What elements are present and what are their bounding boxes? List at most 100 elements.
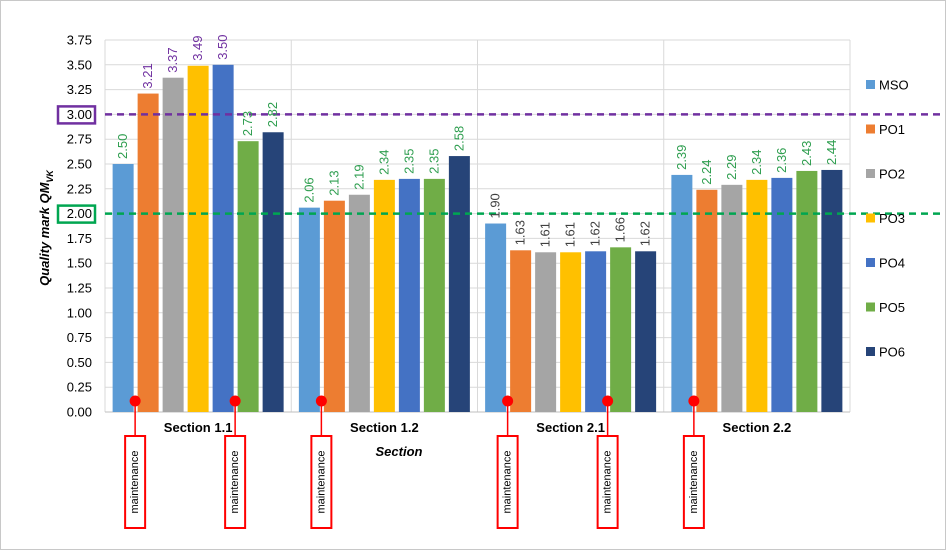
legend-swatch	[866, 124, 875, 134]
data-label: 1.66	[613, 217, 628, 242]
reference-label: 3.00	[67, 107, 92, 122]
legend-swatch	[866, 347, 875, 356]
legend-swatch	[866, 169, 875, 178]
data-label: 2.35	[426, 149, 441, 174]
bar	[137, 93, 159, 413]
data-label: 2.82	[265, 102, 280, 127]
bar	[510, 250, 532, 412]
bar	[610, 247, 632, 412]
data-label: 3.37	[165, 47, 180, 72]
data-label: 1.62	[588, 221, 603, 246]
legend-item: MSO	[866, 78, 909, 93]
data-label: 1.61	[563, 222, 578, 247]
bar	[771, 177, 793, 412]
y-tick-label: 1.50	[67, 256, 92, 271]
y-tick-label: 3.50	[67, 57, 92, 72]
maintenance-text: maintenance	[229, 451, 241, 514]
maintenance-annotation: maintenance	[596, 395, 619, 529]
category-label: Section 1.1	[164, 420, 233, 435]
data-label: 2.34	[376, 150, 391, 175]
bar	[560, 252, 582, 412]
maintenance-annotation: maintenance	[124, 395, 147, 529]
maintenance-text: maintenance	[315, 451, 327, 514]
maintenance-marker	[688, 395, 700, 407]
data-label: 2.36	[774, 148, 789, 173]
data-label: 2.35	[401, 149, 416, 174]
maintenance-box	[124, 435, 147, 529]
bar	[398, 178, 420, 412]
legend-swatch	[866, 80, 875, 89]
category-label: Section 2.1	[536, 420, 605, 435]
y-tick-label: 3.75	[67, 33, 92, 48]
maintenance-annotation: maintenance	[224, 395, 247, 529]
maintenance-box	[496, 435, 519, 529]
maintenance-box	[310, 435, 333, 529]
maintenance-marker	[229, 395, 241, 407]
legend-label: PO5	[879, 300, 905, 315]
legend-item: PO3	[866, 211, 905, 226]
legend-label: PO2	[879, 167, 905, 182]
y-tick-label: 2.75	[67, 132, 92, 147]
legend-label: PO3	[879, 211, 905, 226]
legend-item: PO5	[866, 300, 905, 315]
legend-label: PO4	[879, 256, 905, 271]
bar	[162, 77, 184, 413]
annotations: maintenance maintenance maintenance mainten…	[124, 395, 705, 529]
data-label: 1.63	[513, 220, 528, 245]
maintenance-annotation: maintenance	[496, 395, 519, 529]
bar	[746, 179, 768, 412]
x-axis-label: Section	[376, 444, 423, 459]
maintenance-text: maintenance	[502, 451, 514, 514]
bar	[112, 164, 134, 412]
reference-lines: 3.00 2.00	[56, 105, 942, 224]
maintenance-box	[596, 435, 619, 529]
data-label: 2.50	[115, 134, 130, 159]
reference-label-box	[56, 105, 97, 125]
data-label: 1.62	[638, 221, 653, 246]
legend-swatch	[866, 302, 875, 312]
data-label: 3.49	[190, 35, 205, 60]
bars	[112, 64, 843, 413]
data-label: 3.50	[215, 34, 230, 59]
bar	[585, 251, 607, 412]
legend-item: PO6	[866, 345, 905, 360]
legend-label: PO6	[879, 345, 905, 360]
bar	[696, 189, 718, 412]
y-tick-label: 2.25	[67, 181, 92, 196]
y-tick-label: 0.25	[67, 380, 92, 395]
data-label: 2.06	[301, 177, 316, 202]
data-label: 2.43	[799, 141, 814, 166]
data-label: 2.39	[674, 145, 689, 170]
data-label: 1.90	[488, 193, 503, 218]
bar	[212, 64, 234, 413]
bar	[423, 178, 445, 412]
maintenance-marker	[602, 395, 614, 407]
reference-label: 2.00	[67, 206, 92, 221]
data-label: 2.29	[724, 155, 739, 180]
bar	[448, 156, 470, 412]
category-label: Section 2.2	[723, 420, 792, 435]
bar	[323, 200, 345, 412]
y-axis-ticks: 0.00 0.25 0.50 0.75 1.00 1.25 1.50 1.75 2.00 2.25…	[67, 33, 92, 420]
legend-swatch	[866, 258, 875, 267]
bar	[237, 141, 259, 412]
legend-label: MSO	[879, 78, 909, 93]
bar	[348, 194, 370, 412]
y-tick-label: 3.25	[67, 82, 92, 97]
maintenance-text: maintenance	[688, 451, 700, 514]
bar	[721, 184, 743, 412]
data-label: 1.61	[538, 222, 553, 247]
maintenance-marker	[315, 395, 327, 407]
bar	[187, 65, 209, 413]
bar	[373, 179, 395, 412]
bar	[535, 252, 557, 412]
legend: MSO PO1 PO2 PO3 PO4 PO5 PO6	[866, 78, 909, 360]
legend-label: PO1	[879, 122, 905, 137]
legend-item: PO2	[866, 167, 905, 182]
bar	[635, 251, 657, 412]
legend-swatch	[866, 213, 875, 223]
bar	[671, 174, 693, 412]
data-label: 2.19	[351, 164, 366, 189]
legend-item: PO1	[866, 122, 905, 137]
